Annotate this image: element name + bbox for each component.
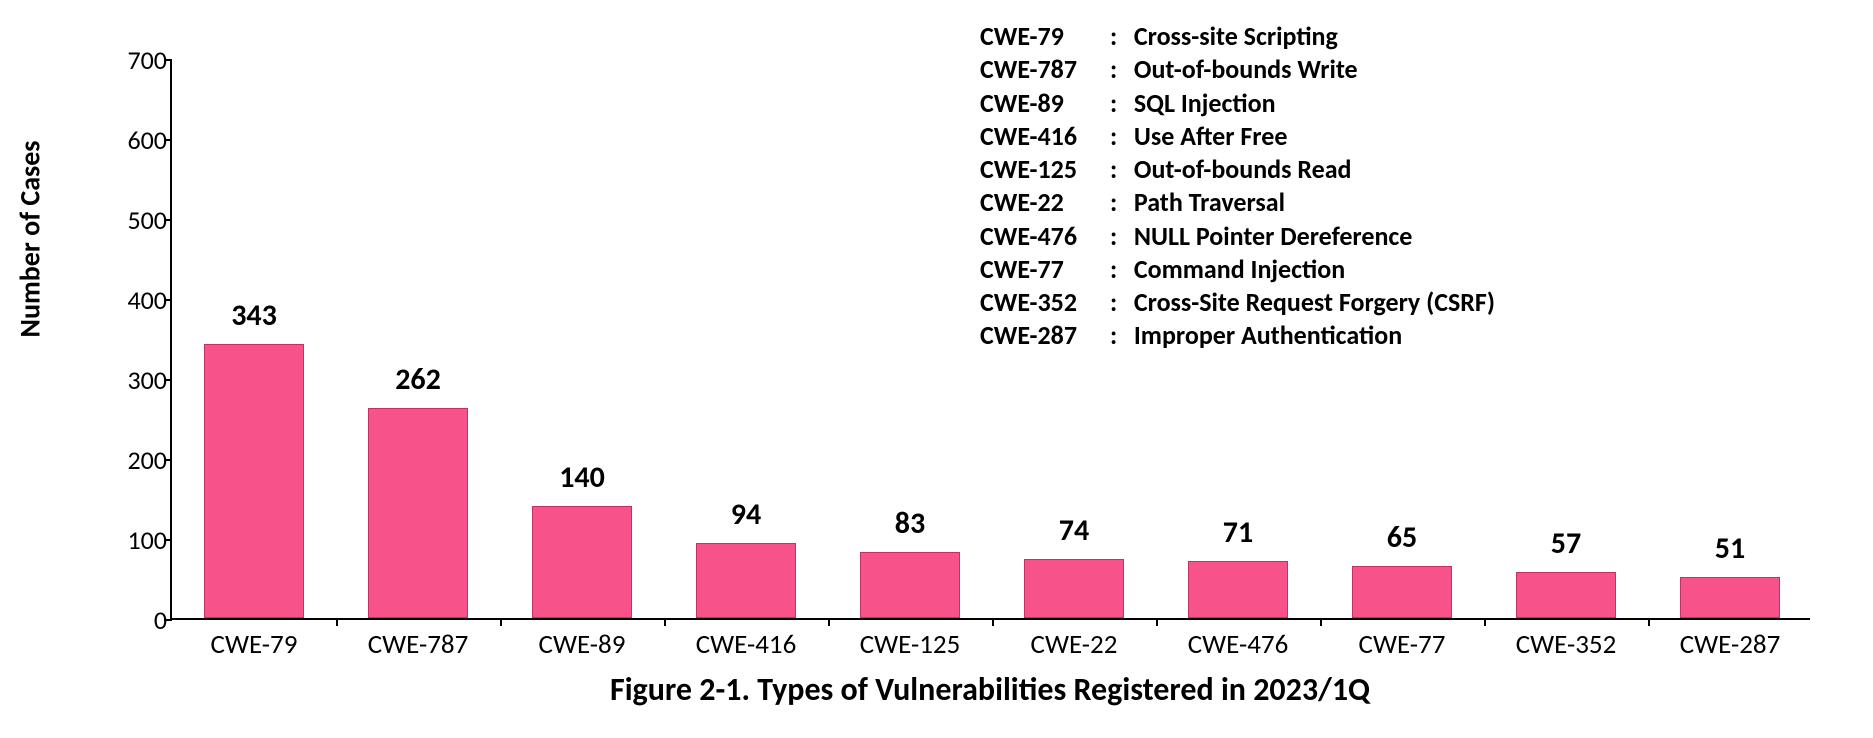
y-tick-mark — [164, 379, 172, 381]
bar — [860, 552, 960, 618]
legend-key: CWE-79 — [980, 20, 1110, 53]
legend-item: CWE-79: Cross-site Scripting — [980, 20, 1495, 53]
legend-colon: : — [1110, 153, 1128, 186]
chart-caption: Figure 2-1. Types of Vulnerabilities Reg… — [170, 670, 1810, 709]
x-tick-mark — [336, 618, 338, 626]
legend-item: CWE-787: Out-of-bounds Write — [980, 53, 1495, 86]
bar-value-label: 65 — [1320, 519, 1484, 556]
x-tick-mark — [828, 618, 830, 626]
cwe-legend: CWE-79: Cross-site ScriptingCWE-787: Out… — [980, 20, 1495, 353]
bar — [204, 344, 304, 618]
y-tick-mark — [164, 139, 172, 141]
legend-item: CWE-22: Path Traversal — [980, 186, 1495, 219]
legend-colon: : — [1110, 220, 1128, 253]
legend-item: CWE-416: Use After Free — [980, 120, 1495, 153]
x-tick-mark — [664, 618, 666, 626]
legend-key: CWE-352 — [980, 286, 1110, 319]
y-tick-label: 200 — [112, 444, 167, 476]
bar — [1352, 566, 1452, 618]
x-category-label: CWE-79 — [172, 628, 336, 661]
x-tick-mark — [1484, 618, 1486, 626]
bar-value-label: 57 — [1484, 525, 1648, 562]
y-tick-mark — [164, 459, 172, 461]
x-category-label: CWE-287 — [1648, 628, 1812, 661]
bar — [1680, 577, 1780, 618]
x-category-label: CWE-125 — [828, 628, 992, 661]
legend-key: CWE-89 — [980, 87, 1110, 120]
x-category-label: CWE-476 — [1156, 628, 1320, 661]
legend-colon: : — [1110, 186, 1128, 219]
y-tick-mark — [164, 59, 172, 61]
x-tick-mark — [500, 618, 502, 626]
legend-colon: : — [1110, 120, 1128, 153]
legend-key: CWE-77 — [980, 253, 1110, 286]
legend-key: CWE-287 — [980, 319, 1110, 352]
y-tick-mark — [164, 619, 172, 621]
x-tick-mark — [1156, 618, 1158, 626]
legend-key: CWE-125 — [980, 153, 1110, 186]
y-tick-label: 400 — [112, 284, 167, 316]
legend-description: Use After Free — [1128, 120, 1287, 152]
y-tick-label: 500 — [112, 204, 167, 236]
bar-value-label: 262 — [336, 361, 500, 398]
x-tick-mark — [1320, 618, 1322, 626]
y-tick-mark — [164, 219, 172, 221]
legend-key: CWE-22 — [980, 186, 1110, 219]
vulnerability-chart: Number of Cases 010020030040050060070034… — [40, 20, 1840, 720]
legend-description: SQL Injection — [1128, 87, 1276, 119]
legend-colon: : — [1110, 286, 1128, 319]
legend-description: Improper Authentication — [1128, 319, 1402, 351]
y-tick-mark — [164, 539, 172, 541]
y-tick-label: 700 — [112, 44, 167, 76]
legend-item: CWE-287: Improper Authentication — [980, 319, 1495, 352]
legend-colon: : — [1110, 53, 1128, 86]
y-tick-label: 300 — [112, 364, 167, 396]
bar — [696, 543, 796, 618]
legend-description: Out-of-bounds Read — [1128, 153, 1352, 185]
bar — [368, 408, 468, 618]
x-category-label: CWE-787 — [336, 628, 500, 661]
legend-description: Out-of-bounds Write — [1128, 53, 1358, 85]
legend-colon: : — [1110, 87, 1128, 120]
legend-item: CWE-89: SQL Injection — [980, 87, 1495, 120]
legend-item: CWE-77: Command Injection — [980, 253, 1495, 286]
legend-item: CWE-352: Cross-Site Request Forgery (CSR… — [980, 286, 1495, 319]
legend-description: Command Injection — [1128, 253, 1345, 285]
x-category-label: CWE-416 — [664, 628, 828, 661]
x-tick-mark — [992, 618, 994, 626]
x-category-label: CWE-77 — [1320, 628, 1484, 661]
bar — [1188, 561, 1288, 618]
y-axis-label: Number of Cases — [13, 141, 48, 338]
legend-item: CWE-476: NULL Pointer Dereference — [980, 220, 1495, 253]
legend-key: CWE-416 — [980, 120, 1110, 153]
legend-description: Cross-site Scripting — [1128, 20, 1338, 52]
legend-colon: : — [1110, 253, 1128, 286]
bar — [1024, 559, 1124, 618]
y-tick-label: 0 — [112, 604, 167, 636]
bar-value-label: 343 — [172, 297, 336, 334]
bar — [532, 506, 632, 618]
y-tick-label: 100 — [112, 524, 167, 556]
bar-value-label: 71 — [1156, 514, 1320, 551]
bar-value-label: 83 — [828, 505, 992, 542]
legend-description: NULL Pointer Dereference — [1128, 220, 1412, 252]
bar-value-label: 94 — [664, 496, 828, 533]
y-tick-mark — [164, 299, 172, 301]
bar-value-label: 74 — [992, 512, 1156, 549]
bar-value-label: 140 — [500, 459, 664, 496]
x-category-label: CWE-89 — [500, 628, 664, 661]
legend-item: CWE-125: Out-of-bounds Read — [980, 153, 1495, 186]
x-tick-mark — [1648, 618, 1650, 626]
legend-key: CWE-476 — [980, 220, 1110, 253]
bar-value-label: 51 — [1648, 530, 1812, 567]
y-tick-label: 600 — [112, 124, 167, 156]
bar — [1516, 572, 1616, 618]
legend-description: Path Traversal — [1128, 186, 1285, 218]
x-category-label: CWE-352 — [1484, 628, 1648, 661]
legend-key: CWE-787 — [980, 53, 1110, 86]
x-category-label: CWE-22 — [992, 628, 1156, 661]
legend-description: Cross-Site Request Forgery (CSRF) — [1128, 286, 1495, 318]
legend-colon: : — [1110, 319, 1128, 352]
legend-colon: : — [1110, 20, 1128, 53]
